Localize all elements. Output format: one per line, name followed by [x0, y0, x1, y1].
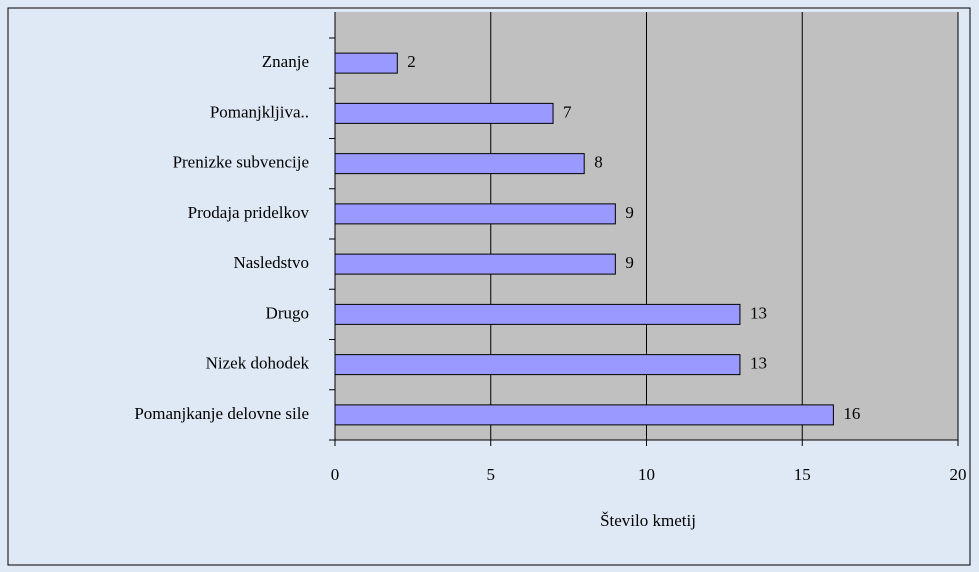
x-axis-title: Število kmetij [600, 511, 696, 530]
y-tick-label: Nizek dohodek [206, 354, 310, 373]
bar [334, 404, 834, 426]
bar [334, 203, 616, 225]
bar [334, 354, 741, 376]
bar [334, 303, 741, 325]
value-label: 8 [594, 153, 603, 172]
y-tick-label: Drugo [266, 303, 309, 322]
bar [334, 52, 398, 74]
value-label: 7 [563, 102, 572, 121]
x-tick-label: 10 [638, 465, 655, 484]
chart-frame [7, 7, 971, 566]
y-tick-label: Prodaja pridelkov [188, 203, 310, 222]
y-tick-label: Pomanjkljiva.. [210, 102, 309, 121]
y-tick-label: Prenizke subvencije [173, 153, 309, 172]
x-tick-label: 5 [487, 465, 496, 484]
value-label: 13 [750, 354, 767, 373]
y-tick-label: Znanje [262, 52, 309, 71]
x-tick-label: 0 [331, 465, 340, 484]
value-label: 9 [625, 203, 634, 222]
y-tick-label: Pomanjkanje delovne sile [134, 404, 309, 423]
value-label: 13 [750, 303, 767, 322]
bar [334, 153, 585, 175]
value-label: 2 [407, 52, 416, 71]
x-tick-label: 20 [950, 465, 967, 484]
y-tick-label: Nasledstvo [233, 253, 309, 272]
bar [334, 253, 616, 275]
bar [334, 102, 554, 124]
x-tick-label: 15 [794, 465, 811, 484]
value-label: 16 [843, 404, 860, 423]
value-label: 9 [625, 253, 634, 272]
